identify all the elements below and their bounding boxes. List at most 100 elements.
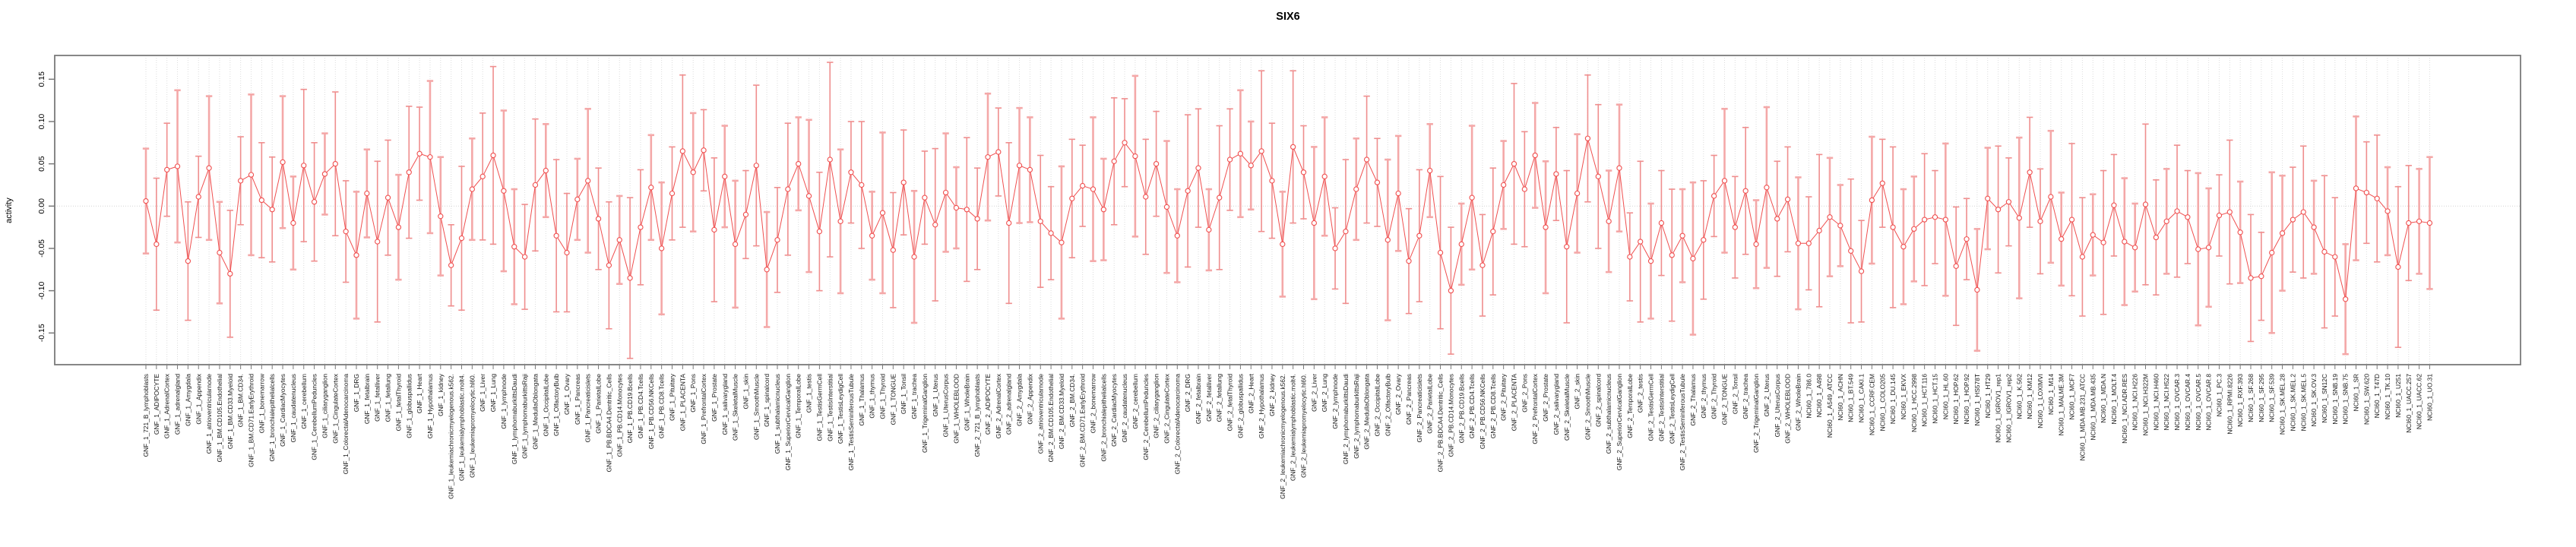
- data-point-marker: [1638, 239, 1644, 245]
- x-tick-label: GNF_2_PrefrontalCortex: [1531, 373, 1539, 444]
- data-point-marker: [1311, 220, 1317, 226]
- data-point-marker: [1564, 244, 1570, 250]
- data-point-marker: [2005, 199, 2012, 205]
- x-tick-label: GNF_1_BM.CD34.: [237, 374, 245, 427]
- data-point-marker: [248, 172, 255, 178]
- x-tick-label: GNF_1_Amygdala: [184, 374, 191, 426]
- data-point-marker: [1469, 194, 1475, 201]
- y-tick-label: 0.00: [37, 198, 46, 214]
- x-tick-label: NCI60_1_LOXIMVI: [2036, 374, 2044, 428]
- data-point-marker: [2048, 194, 2054, 200]
- data-point-marker: [185, 258, 191, 264]
- data-point-marker: [711, 226, 717, 233]
- data-point-marker: [1710, 193, 1717, 199]
- x-tick-label: GNF_2_PB.CD8.Tcells: [1489, 374, 1497, 438]
- x-tick-label: GNF_2_bronchialepithelialcells: [1100, 374, 1107, 461]
- data-point-marker: [742, 211, 749, 218]
- x-tick-label: GNF_1_Ovary: [563, 373, 571, 415]
- x-tick-label: GNF_2_spinalcord: [1594, 374, 1602, 427]
- x-tick-label: GNF_2_Thalamus: [1689, 374, 1697, 425]
- x-tick-label: GNF_1_MedullaOblongata: [531, 374, 539, 450]
- data-point-marker: [1658, 220, 1665, 226]
- data-point-marker: [395, 224, 402, 230]
- x-tick-label: GNF_2_TemporalLobe: [1626, 374, 1634, 438]
- data-point-marker: [1048, 230, 1054, 236]
- data-point-marker: [595, 216, 602, 222]
- data-point-marker: [732, 241, 739, 248]
- x-tick-label: NCI60_1_CAKI.1: [1858, 374, 1866, 423]
- data-point-marker: [859, 182, 865, 188]
- data-point-marker: [869, 232, 875, 239]
- x-tick-label: GNF_2_TestisInterstitial: [1657, 374, 1665, 441]
- x-tick-label: GNF_2_BM.CD105.Endothelial: [1047, 374, 1055, 463]
- data-point-marker: [995, 149, 1002, 155]
- data-point-marker: [1669, 252, 1675, 258]
- x-tick-label: GNF_1_Tonsil: [900, 374, 907, 414]
- data-point-marker: [985, 154, 991, 160]
- x-tick-label: GNF_2_salivarygland: [1552, 374, 1560, 435]
- data-point-marker: [164, 166, 170, 173]
- data-point-marker: [616, 237, 622, 243]
- data-point-marker: [269, 207, 275, 213]
- x-tick-label: GNF_2_SuperiorCervicalGanglion: [1616, 374, 1623, 470]
- x-tick-label: GNF_1_Pancreaticislets: [584, 374, 592, 442]
- x-tick-label: GNF_2_cerebellum: [1131, 374, 1139, 429]
- x-tick-label: NCI60_1_SNB.75: [2342, 374, 2350, 425]
- data-point-marker: [953, 204, 960, 211]
- x-tick-label: GNF_1_Pancreas: [574, 374, 581, 425]
- data-point-marker: [1143, 194, 1149, 200]
- data-point-marker: [648, 185, 654, 191]
- data-point-marker: [2122, 239, 2128, 245]
- x-tick-label: GNF_2_Pituitary: [1500, 373, 1508, 421]
- x-tick-label: GNF_2_OccipitalLobe: [1373, 374, 1381, 437]
- data-point-marker: [2416, 218, 2423, 224]
- data-point-marker: [1942, 217, 1948, 223]
- x-tick-label: GNF_2_TestisSeminiferousTubule: [1679, 374, 1686, 471]
- y-tick-label: 0.10: [37, 114, 46, 130]
- x-tick-label: GNF_2_fetallung: [1216, 374, 1223, 422]
- data-point-marker: [1501, 182, 1507, 188]
- y-tick-label: -0.05: [37, 239, 46, 258]
- data-point-marker: [1069, 195, 1075, 201]
- x-tick-label: GNF_2_SkeletalMuscle: [1563, 374, 1571, 441]
- x-tick-label: GNF_1_PB.CD14.Monocytes: [616, 374, 623, 457]
- x-tick-label: GNF_1_PB.CD4.Tcells: [637, 374, 644, 438]
- x-tick-label: NCI60_1_NCI.H322M: [2142, 374, 2150, 435]
- data-point-marker: [501, 188, 507, 194]
- x-tick-label: GNF_2_PB.CD56.NKCells: [1479, 374, 1486, 449]
- x-tick-label: GNF_1_UterusCorpus: [942, 374, 950, 437]
- data-point-marker: [2216, 212, 2223, 219]
- x-tick-label: NCI60_1_HT29: [1984, 374, 1992, 419]
- data-point-marker: [1932, 214, 1938, 220]
- x-tick-label: NCI60_1_MOLT.4: [2110, 374, 2118, 425]
- data-point-marker: [1701, 237, 1707, 243]
- data-point-marker: [1521, 186, 1527, 192]
- data-point-marker: [2426, 220, 2433, 226]
- x-tick-label: GNF_2_lymphomaburkittsDaudi: [1342, 374, 1350, 464]
- x-tick-label: GNF_1_thymus: [869, 374, 876, 419]
- data-point-marker: [1764, 185, 1770, 191]
- x-tick-label: GNF_1_spinalcord: [763, 374, 771, 427]
- data-point-marker: [1574, 190, 1581, 197]
- x-tick-label: NCI60_1_KM12: [2026, 374, 2033, 419]
- data-point-marker: [2406, 220, 2412, 226]
- data-point-marker: [2079, 254, 2086, 260]
- data-point-marker: [511, 244, 517, 250]
- data-point-marker: [458, 235, 465, 242]
- data-point-marker: [964, 207, 970, 213]
- data-point-marker: [258, 197, 264, 204]
- x-tick-label: NCI60_1_U251: [2394, 374, 2402, 418]
- data-point-marker: [1237, 150, 1244, 157]
- x-tick-label: GNF_1_skin: [742, 374, 749, 409]
- x-tick-label: GNF_1_ColorectalAdenocarcinoma: [342, 374, 350, 475]
- data-point-marker: [722, 173, 728, 179]
- x-tick-label: NCI60_1_OVCAR.5: [2195, 374, 2202, 431]
- x-tick-label: NCI60_1_SK.MEL.5: [2299, 374, 2307, 432]
- data-point-marker: [932, 222, 938, 228]
- data-point-marker: [1742, 188, 1748, 194]
- x-tick-label: NCI60_1_HS578T: [1973, 374, 1981, 425]
- data-point-marker: [1753, 241, 1759, 248]
- x-tick-label: NCI60_1_MDA.N: [2100, 374, 2107, 423]
- x-tick-label: GNF_1_TemporalLobe: [795, 374, 802, 438]
- x-tick-label: NCI60_1_MALME.3M: [2058, 374, 2065, 435]
